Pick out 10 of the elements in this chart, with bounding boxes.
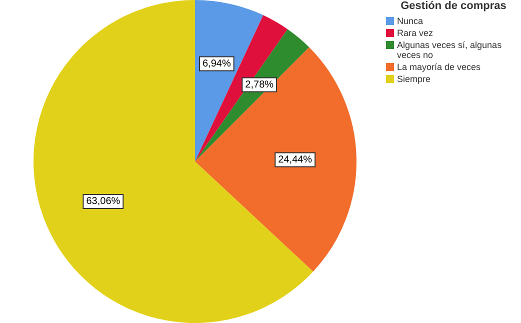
legend-label: La mayoría de veces bbox=[397, 62, 481, 72]
legend-title: Gestión de compras bbox=[400, 0, 508, 12]
data-label: 6,94% bbox=[202, 58, 231, 70]
data-label: 2,78% bbox=[245, 80, 274, 91]
data-label: 63,06% bbox=[86, 196, 120, 208]
legend-label: Nunca bbox=[397, 16, 424, 26]
legend-label: Siempre bbox=[397, 74, 431, 84]
data-label: 24,44% bbox=[278, 154, 312, 166]
legend-label: Rara vez bbox=[397, 28, 434, 38]
legend-label: Algunas veces sí, algunas veces no bbox=[397, 40, 503, 60]
